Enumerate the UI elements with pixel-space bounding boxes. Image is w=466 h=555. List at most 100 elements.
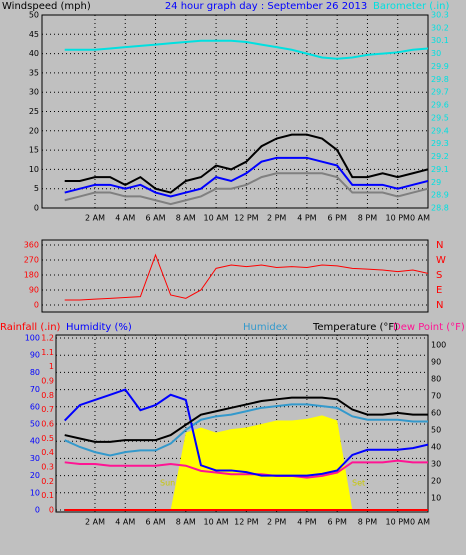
y-tick-label: 20 <box>29 126 39 135</box>
legend-label: Rainfall (.in) <box>0 322 61 333</box>
y2-tick-label: 50 <box>431 425 441 434</box>
y2-tick-label: S <box>436 270 442 281</box>
y2-axis-title: Barometer (.in) <box>373 1 449 12</box>
y3-tick-label: 0.8 <box>41 391 54 400</box>
x-tick-label: 6 PM <box>327 214 346 223</box>
y3-tick-label: 0.3 <box>41 463 54 472</box>
x-tick-label: 10 AM <box>204 518 229 527</box>
annotation: Set <box>352 479 365 488</box>
y2-tick-label: 100 <box>431 340 446 349</box>
series-line <box>64 39 428 60</box>
series-line <box>64 403 428 457</box>
y-tick-label: 0 <box>35 506 40 515</box>
y2-tick-label: 10 <box>431 494 441 503</box>
y-tick-label: 90 <box>30 351 40 360</box>
x-tick-label: 4 AM <box>115 214 135 223</box>
x-tick-label: 8 AM <box>176 518 196 527</box>
x-tick-label: 2 AM <box>85 518 105 527</box>
x-tick-label: 2 PM <box>267 214 286 223</box>
y-tick-label: 30 <box>30 454 40 463</box>
y2-tick-label: 29.8 <box>431 75 449 84</box>
y2-tick-label: 29.1 <box>431 165 449 174</box>
x-tick-label: 10 PM <box>385 214 410 223</box>
y3-tick-label: 0.7 <box>41 405 54 414</box>
plot-frame <box>41 239 429 313</box>
x-tick-label: 4 AM <box>115 518 135 527</box>
y2-tick-label: 20 <box>431 477 441 486</box>
y-tick-label: 0 <box>34 301 39 310</box>
y2-tick-label: 80 <box>431 374 441 383</box>
y-tick-label: 35 <box>29 68 39 77</box>
y2-tick-label: 30 <box>431 49 441 58</box>
x-tick-label: 10 AM <box>204 214 229 223</box>
x-tick-label: 8 PM <box>358 214 377 223</box>
y2-tick-label: 29.5 <box>431 113 449 122</box>
series-line <box>64 133 428 194</box>
y-tick-label: 20 <box>30 471 40 480</box>
y2-tick-label: E <box>436 285 442 296</box>
x-tick-label: 6 AM <box>146 518 166 527</box>
y2-tick-label: 30.3 <box>431 11 449 20</box>
y3-tick-label: 0.6 <box>41 420 54 429</box>
y2-tick-label: 30.1 <box>431 36 449 45</box>
series-line <box>64 253 428 301</box>
series-line <box>63 388 428 477</box>
y3-tick-label: 0.9 <box>41 377 54 386</box>
y2-tick-label: 29.2 <box>431 152 449 161</box>
y3-tick-label: 0.2 <box>41 477 54 486</box>
x-tick-label: 6 PM <box>327 518 346 527</box>
y-tick-label: 25 <box>29 107 39 116</box>
y-tick-label: 40 <box>30 437 40 446</box>
x-tick-label: 8 AM <box>176 214 196 223</box>
x-tick-label: 2 AM <box>85 214 105 223</box>
y2-tick-label: N <box>436 240 443 251</box>
solar-area <box>64 415 428 510</box>
x-tick-label: 4 PM <box>297 214 316 223</box>
y-tick-label: 0 <box>34 204 39 213</box>
y2-tick-label: 30.2 <box>431 23 449 32</box>
legend-label: Temperature (°F) <box>312 322 398 333</box>
y2-tick-label: 29.3 <box>431 139 449 148</box>
y3-tick-label: 1.1 <box>41 348 54 357</box>
y-tick-label: 50 <box>30 420 40 429</box>
x-tick-label: 2 PM <box>267 518 286 527</box>
y2-tick-label: N <box>436 300 443 311</box>
legend-label: Humidity (%) <box>66 322 132 333</box>
y2-tick-label: 28.8 <box>431 204 449 213</box>
y2-tick-label: 28.9 <box>431 191 449 200</box>
y-tick-label: 100 <box>25 334 40 343</box>
x-tick-label: 12 PM <box>234 518 259 527</box>
y-tick-label: 45 <box>29 30 39 39</box>
y2-tick-label: 40 <box>431 442 441 451</box>
y2-tick-label: 29.4 <box>431 126 449 135</box>
y2-tick-label: 29.9 <box>431 62 449 71</box>
series-line <box>64 459 428 479</box>
x-tick-label: 0 AM <box>410 518 430 527</box>
x-tick-label: 6 AM <box>146 214 166 223</box>
y-tick-label: 50 <box>29 11 39 20</box>
y-tick-label: 10 <box>29 165 39 174</box>
y3-tick-label: 0 <box>49 506 54 515</box>
y-tick-label: 5 <box>34 184 39 193</box>
y-tick-label: 270 <box>24 256 39 265</box>
y2-tick-label: 29 <box>431 178 441 187</box>
x-tick-label: 12 PM <box>234 214 259 223</box>
series-line <box>64 396 428 443</box>
chart-title: 24 hour graph day : September 26 2013 <box>165 1 367 12</box>
x-tick-label: 10 PM <box>385 518 410 527</box>
y-tick-label: 180 <box>24 271 39 280</box>
y2-tick-label: 60 <box>431 408 441 417</box>
y-tick-label: 360 <box>24 241 39 250</box>
y-tick-label: 15 <box>29 146 39 155</box>
y-tick-label: 90 <box>29 286 39 295</box>
y3-tick-label: 0.1 <box>41 491 54 500</box>
y2-tick-label: 29.7 <box>431 88 449 97</box>
y-tick-label: 30 <box>29 88 39 97</box>
y3-tick-label: 0.4 <box>41 448 54 457</box>
y2-tick-label: 29.6 <box>431 101 449 110</box>
x-tick-label: 4 PM <box>297 518 316 527</box>
y-tick-label: 40 <box>29 49 39 58</box>
legend-label: Dew Point (°F) <box>393 322 465 333</box>
y3-tick-label: 1 <box>49 362 54 371</box>
